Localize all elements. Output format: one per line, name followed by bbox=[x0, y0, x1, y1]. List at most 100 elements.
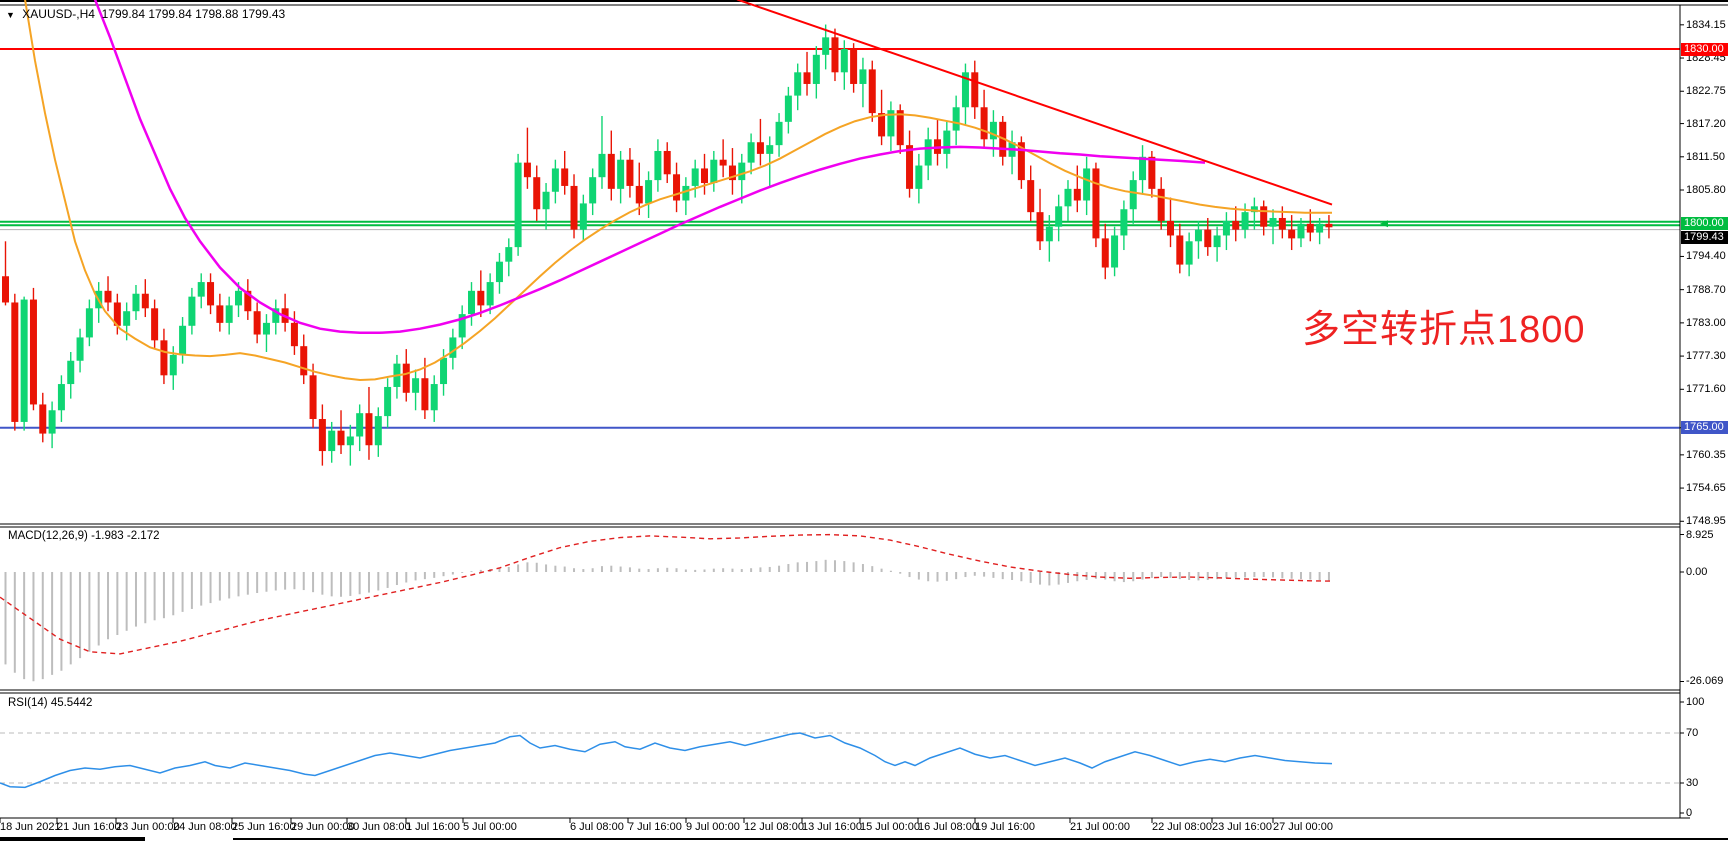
candle-body bbox=[1101, 238, 1109, 268]
candle-body bbox=[812, 54, 820, 84]
candle-body bbox=[896, 110, 904, 146]
candle-body bbox=[374, 416, 382, 446]
price-tick-label: 1783.00 bbox=[1686, 316, 1726, 329]
candle-body bbox=[468, 290, 475, 315]
price-tag-1800.00: 1800.00 bbox=[1681, 217, 1728, 231]
candle-body bbox=[607, 153, 615, 189]
candle-body bbox=[1185, 241, 1193, 265]
candle-body bbox=[961, 72, 969, 108]
time-label: 7 Jul 16:00 bbox=[628, 821, 682, 833]
candle-body bbox=[523, 162, 531, 178]
time-label: 22 Jul 08:00 bbox=[1152, 821, 1212, 833]
candle-body bbox=[1111, 235, 1119, 268]
candle-body bbox=[906, 145, 914, 189]
candle-body bbox=[356, 413, 364, 437]
candle-body bbox=[822, 37, 830, 55]
candle-body bbox=[1241, 212, 1249, 230]
candle-body bbox=[570, 185, 578, 230]
horizontal-scrollbar-track[interactable] bbox=[233, 838, 1728, 840]
candle-body bbox=[691, 168, 699, 186]
open-value: 1799.84 bbox=[101, 7, 146, 21]
candle-body bbox=[868, 69, 876, 114]
candle-body bbox=[20, 299, 28, 422]
price-tick-label: 1771.60 bbox=[1686, 383, 1726, 396]
time-label: 1 Jul 16:00 bbox=[406, 821, 460, 833]
candle-body bbox=[402, 363, 410, 393]
candle-body bbox=[1167, 220, 1174, 236]
macd-label: MACD(12,26,9) -1.983 -2.172 bbox=[8, 530, 160, 542]
candle-body bbox=[188, 296, 196, 326]
candle-body bbox=[1129, 180, 1137, 210]
candle-body bbox=[579, 203, 587, 230]
price-tag-1765.00: 1765.00 bbox=[1681, 421, 1728, 435]
candle-body bbox=[365, 413, 373, 446]
time-label: 29 Jun 00:00 bbox=[291, 821, 355, 833]
candle-body bbox=[561, 168, 569, 186]
price-tick-label: 1788.70 bbox=[1686, 283, 1726, 296]
candle-body bbox=[803, 72, 811, 84]
candle-body bbox=[1120, 209, 1128, 236]
candle-body bbox=[151, 308, 159, 341]
candle-body bbox=[1250, 206, 1258, 213]
candle-body bbox=[1176, 235, 1184, 265]
candle-body bbox=[1073, 188, 1081, 201]
dropdown-arrow-icon[interactable]: ▼ bbox=[6, 10, 15, 20]
candle-body bbox=[710, 159, 718, 184]
candle-body bbox=[141, 293, 149, 309]
candle-body bbox=[682, 185, 690, 201]
candle-body bbox=[635, 185, 643, 204]
candle-body bbox=[290, 322, 298, 347]
time-label: 24 Jun 08:00 bbox=[173, 821, 237, 833]
ma-fast-orange-line bbox=[24, 0, 1332, 381]
candle-body bbox=[1017, 142, 1025, 181]
candle-body bbox=[784, 95, 792, 122]
candle-body bbox=[197, 282, 205, 297]
candle-body bbox=[1194, 229, 1202, 242]
candle-body bbox=[663, 150, 671, 175]
candle-body bbox=[328, 430, 336, 452]
time-label: 18 Jun 2021 bbox=[0, 821, 61, 833]
candle-body bbox=[859, 69, 867, 84]
candle-body bbox=[216, 305, 224, 323]
low-value: 1798.88 bbox=[195, 7, 239, 21]
candle-body bbox=[1139, 156, 1147, 181]
rsi-axis-label: 0 bbox=[1686, 807, 1693, 819]
candle-body bbox=[673, 174, 681, 201]
candle-body bbox=[2, 276, 9, 303]
candle-body bbox=[1297, 223, 1305, 239]
close-value: 1799.43 bbox=[241, 7, 286, 21]
candle-body bbox=[300, 346, 308, 376]
candle-body bbox=[850, 49, 858, 84]
candle-body bbox=[346, 436, 354, 446]
candle-body bbox=[309, 375, 317, 420]
candle-body bbox=[1316, 223, 1324, 233]
time-label: 9 Jul 00:00 bbox=[686, 821, 740, 833]
symbol-period-label: XAUUSD-,H4 bbox=[22, 7, 95, 21]
price-tick-label: 1805.80 bbox=[1686, 184, 1726, 196]
rsi-axis-label: 30 bbox=[1686, 777, 1699, 789]
candle-body bbox=[225, 305, 233, 323]
candle-body bbox=[29, 299, 37, 405]
time-label: 16 Jul 08:00 bbox=[918, 821, 978, 833]
candle-body bbox=[160, 340, 168, 376]
candle-body bbox=[831, 37, 839, 73]
candle-body bbox=[943, 130, 951, 154]
candle-body bbox=[1064, 188, 1072, 207]
horizontal-scrollbar-thumb[interactable] bbox=[0, 837, 145, 841]
candle-body bbox=[1232, 220, 1240, 230]
candle-body bbox=[169, 354, 177, 376]
price-tag-1830.00: 1830.00 bbox=[1681, 42, 1728, 56]
time-label: 21 Jul 00:00 bbox=[1070, 821, 1130, 833]
candle-body bbox=[1083, 168, 1091, 201]
candle-body bbox=[971, 72, 979, 108]
time-label: 23 Jun 00:00 bbox=[116, 821, 180, 833]
candle-body bbox=[551, 168, 559, 192]
high-value: 1799.84 bbox=[148, 7, 192, 21]
candle-body bbox=[1045, 226, 1053, 242]
candle-body bbox=[477, 290, 485, 306]
candle-body bbox=[598, 153, 606, 178]
candle-body bbox=[766, 145, 774, 154]
rsi-axis-label: 70 bbox=[1686, 727, 1699, 739]
